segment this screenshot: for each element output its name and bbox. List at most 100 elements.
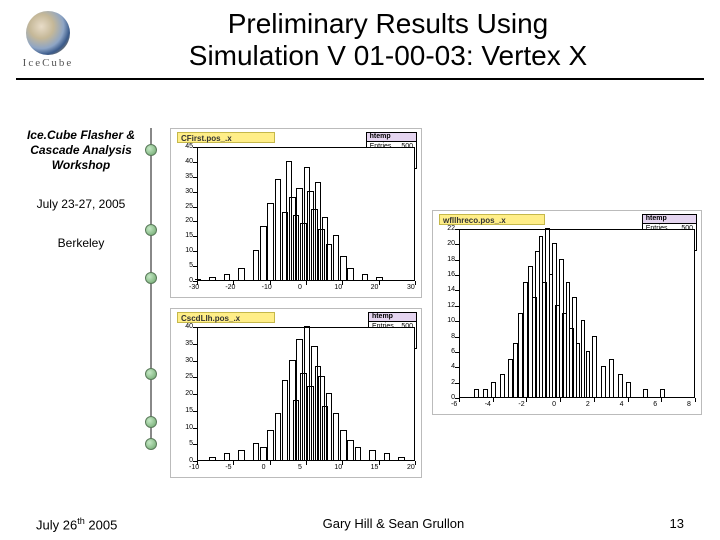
x-tick bbox=[270, 461, 271, 465]
slide-footer: July 26th 2005 Gary Hill & Sean Grullon … bbox=[0, 516, 720, 532]
hist-bar bbox=[224, 274, 231, 280]
y-tick-label: 22 bbox=[447, 225, 455, 232]
hist-bar bbox=[376, 277, 383, 280]
x-tick-label: -6 bbox=[451, 401, 457, 408]
hist-bar bbox=[576, 343, 581, 397]
globe-icon bbox=[26, 11, 70, 55]
y-tick bbox=[193, 444, 197, 445]
y-tick bbox=[193, 207, 197, 208]
y-tick-label: 8 bbox=[451, 333, 455, 340]
hist-bar bbox=[398, 457, 405, 460]
y-tick bbox=[455, 306, 459, 307]
x-tick-label: -10 bbox=[189, 464, 199, 471]
x-tick-label: 10 bbox=[334, 464, 342, 471]
x-tick bbox=[233, 461, 234, 465]
hist-bar bbox=[347, 268, 354, 280]
x-tick-label: 0 bbox=[298, 284, 302, 291]
bead-icon bbox=[145, 416, 157, 428]
x-tick-label: 15 bbox=[371, 464, 379, 471]
y-tick-label: 20 bbox=[185, 217, 193, 224]
y-tick-label: 14 bbox=[447, 286, 455, 293]
hist-bar bbox=[333, 413, 340, 460]
plot-cfirst: CFirst.pos_.xhtempEntries500Mean-2.425RM… bbox=[170, 128, 422, 298]
y-tick bbox=[193, 327, 197, 328]
x-tick-label: 30 bbox=[407, 284, 415, 291]
hist-bar bbox=[513, 343, 518, 397]
y-tick bbox=[455, 352, 459, 353]
y-tick-label: 12 bbox=[447, 302, 455, 309]
footer-date-pre: July 26 bbox=[36, 517, 77, 532]
hist-bar bbox=[260, 226, 267, 280]
hist-bar bbox=[586, 351, 591, 397]
x-tick bbox=[695, 398, 696, 402]
hist-bar bbox=[581, 320, 586, 397]
hist-bar bbox=[282, 380, 289, 460]
x-tick bbox=[306, 461, 307, 465]
hist-bar bbox=[369, 450, 376, 460]
hist-bar bbox=[474, 389, 479, 397]
y-tick-label: 15 bbox=[185, 232, 193, 239]
hist-bar bbox=[209, 277, 216, 280]
hist-bar bbox=[500, 374, 505, 397]
footer-date-post: 2005 bbox=[85, 517, 118, 532]
y-tick-label: 4 bbox=[451, 363, 455, 370]
stats-title: htemp bbox=[643, 215, 696, 224]
title-line-2: Simulation V 01-00-03: Vertex X bbox=[189, 40, 587, 71]
hist-bar bbox=[340, 256, 347, 280]
hist-bar bbox=[355, 447, 362, 460]
plot-title: wfllhreco.pos_.x bbox=[439, 214, 545, 225]
y-tick-label: 0 bbox=[451, 394, 455, 401]
stats-title: htemp bbox=[369, 313, 416, 322]
y-tick-label: 10 bbox=[447, 317, 455, 324]
x-tick-label: -20 bbox=[225, 284, 235, 291]
logo-text: IceCube bbox=[23, 57, 74, 69]
hist-bar bbox=[518, 313, 523, 398]
x-tick bbox=[493, 398, 494, 402]
hist-bar bbox=[483, 389, 488, 397]
title-divider bbox=[16, 78, 704, 80]
hist-bar bbox=[601, 366, 606, 397]
plot-cscdllh: CscdLlh.pos_.xhtempEntries500Mean4.951RM… bbox=[170, 308, 422, 478]
y-tick bbox=[455, 229, 459, 230]
hist-bar bbox=[340, 430, 347, 460]
y-tick bbox=[193, 221, 197, 222]
y-tick-label: 45 bbox=[185, 143, 193, 150]
x-tick-label: 0 bbox=[262, 464, 266, 471]
x-tick-label: -2 bbox=[518, 401, 524, 408]
hist-bar bbox=[267, 203, 274, 280]
plot-title: CscdLlh.pos_.x bbox=[177, 312, 275, 323]
y-tick-label: 5 bbox=[189, 262, 193, 269]
y-tick bbox=[455, 244, 459, 245]
y-tick-label: 18 bbox=[447, 256, 455, 263]
slide-title: Preliminary Results Using Simulation V 0… bbox=[92, 8, 704, 72]
y-tick-label: 0 bbox=[189, 457, 193, 464]
hist-bar bbox=[660, 389, 665, 397]
hist-bar bbox=[384, 453, 391, 460]
hist-bar bbox=[618, 374, 623, 397]
x-tick bbox=[415, 281, 416, 285]
y-tick bbox=[193, 377, 197, 378]
hist-bar bbox=[224, 453, 231, 460]
footer-date-sup: th bbox=[77, 516, 85, 526]
y-tick-label: 16 bbox=[447, 271, 455, 278]
x-tick bbox=[661, 398, 662, 402]
x-tick-label: -5 bbox=[225, 464, 231, 471]
y-tick bbox=[193, 162, 197, 163]
y-tick bbox=[193, 344, 197, 345]
y-tick bbox=[455, 337, 459, 338]
y-tick bbox=[193, 428, 197, 429]
y-tick bbox=[193, 411, 197, 412]
y-tick bbox=[455, 290, 459, 291]
plot-area bbox=[197, 327, 415, 461]
y-tick-label: 30 bbox=[185, 357, 193, 364]
footer-page: 13 bbox=[670, 516, 684, 531]
hist-bar bbox=[333, 235, 340, 280]
hist-bar bbox=[195, 279, 202, 280]
x-tick-label: -10 bbox=[262, 284, 272, 291]
hist-bar bbox=[253, 250, 260, 280]
icecube-logo: IceCube bbox=[16, 8, 80, 72]
y-tick bbox=[193, 361, 197, 362]
y-tick-label: 40 bbox=[185, 158, 193, 165]
y-tick-label: 5 bbox=[189, 440, 193, 447]
hist-bar bbox=[238, 450, 245, 460]
